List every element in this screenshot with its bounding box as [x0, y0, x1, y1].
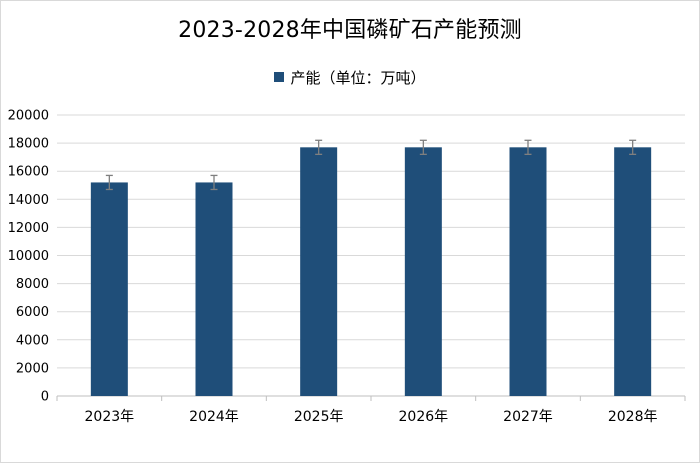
x-tick-label: 2023年 [85, 409, 135, 425]
bar [90, 182, 128, 396]
legend-label: 产能（单位：万吨） [290, 69, 426, 87]
y-tick-label: 0 [41, 390, 49, 405]
bar [300, 147, 338, 396]
x-tick-label: 2027年 [503, 409, 553, 425]
bar [509, 147, 547, 396]
y-tick-label: 16000 [8, 165, 49, 180]
chart-title: 2023-2028年中国磷矿石产能预测 [178, 18, 522, 43]
y-tick-label: 14000 [8, 193, 49, 208]
x-tick-label: 2024年 [189, 409, 239, 425]
x-tick-label: 2025年 [294, 409, 344, 425]
legend: 产能（单位：万吨） [0, 67, 700, 88]
y-tick-label: 6000 [16, 305, 49, 320]
y-tick-label: 10000 [8, 249, 49, 264]
y-tick-label: 4000 [16, 333, 49, 348]
bar [614, 147, 652, 396]
bar [195, 182, 233, 396]
bar [404, 147, 442, 396]
x-tick-label: 2026年 [399, 409, 449, 425]
x-tick-label: 2028年 [608, 409, 658, 425]
y-tick-label: 8000 [16, 277, 49, 292]
y-tick-label: 2000 [16, 361, 49, 376]
y-tick-label: 18000 [8, 137, 49, 152]
legend-swatch [274, 72, 285, 82]
y-tick-label: 12000 [8, 221, 49, 236]
y-tick-label: 20000 [8, 109, 49, 124]
